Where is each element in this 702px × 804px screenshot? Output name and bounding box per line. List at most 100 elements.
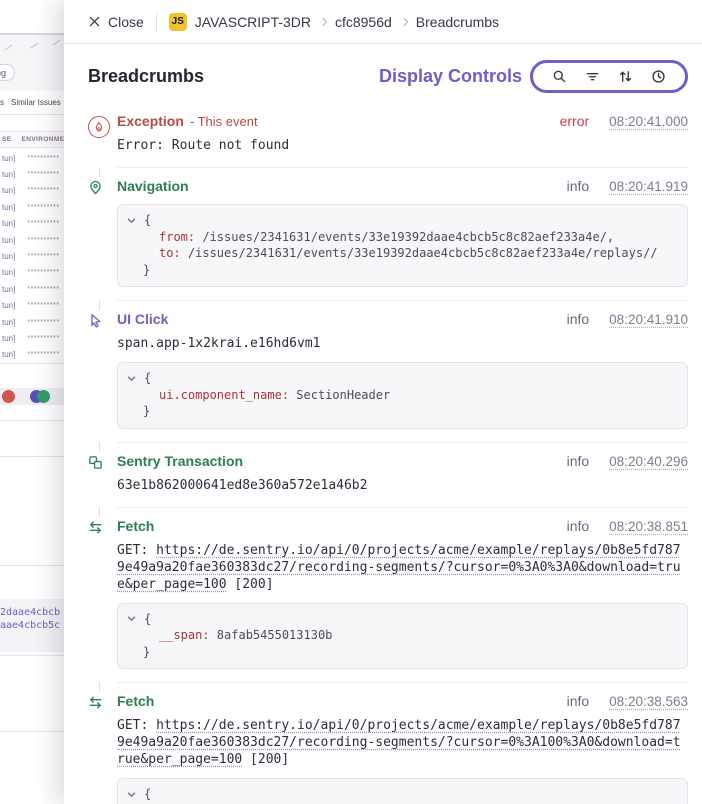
breadcrumb-item-fetch: Fetch info 08:20:38.563 GET: https://de.… bbox=[88, 682, 688, 804]
close-icon bbox=[89, 16, 100, 27]
background-table-rows: tun] ********** tun] ********** tun] ******… bbox=[0, 150, 70, 363]
ongoing-badge[interactable]: ngoing bbox=[0, 64, 16, 81]
panel-title-row: Breadcrumbs Display Controls bbox=[88, 60, 688, 93]
breadcrumb-item-transaction: Sentry Transaction info 08:20:40.296 63e… bbox=[88, 441, 688, 507]
project-platform-badge: JS bbox=[168, 12, 187, 31]
timestamp[interactable]: 08:20:41.000 bbox=[609, 114, 688, 129]
crumb-request: GET: https://de.sentry.io/api/0/projects… bbox=[117, 542, 688, 593]
cursor-icon bbox=[91, 314, 101, 328]
link-fragment[interactable]: 2daae4cbcb bbox=[0, 607, 61, 618]
filter-button[interactable] bbox=[580, 64, 606, 90]
chevron-down-icon bbox=[127, 218, 136, 223]
level-badge: info bbox=[566, 311, 590, 327]
timestamp[interactable]: 08:20:41.919 bbox=[609, 179, 688, 194]
close-button[interactable]: Close bbox=[88, 14, 144, 30]
code-close-brace: } bbox=[143, 262, 151, 277]
crumb-code-block: { __span: a95dc31a837c0691 } bbox=[117, 778, 688, 804]
code-key: ui.component_name: bbox=[159, 387, 290, 402]
divider bbox=[0, 731, 70, 732]
expand-toggle[interactable] bbox=[126, 613, 137, 624]
timestamp[interactable]: 08:20:40.296 bbox=[609, 453, 688, 469]
chevron-down-icon bbox=[127, 792, 136, 797]
crumb-description: Error: Route not found bbox=[117, 138, 290, 153]
code-close-brace: } bbox=[143, 644, 151, 659]
chevron-right-icon bbox=[399, 17, 409, 26]
expand-toggle[interactable] bbox=[126, 373, 137, 384]
table-row: tun] ********** bbox=[2, 170, 60, 180]
crumb-title: UI Click bbox=[117, 311, 169, 327]
fetch-arrows-icon bbox=[89, 696, 102, 709]
code-value: SectionHeader bbox=[289, 387, 391, 402]
code-open-brace: { bbox=[144, 611, 152, 626]
code-open-brace: { bbox=[144, 787, 152, 801]
request-url[interactable]: https://de.sentry.io/api/0/projects/acme… bbox=[117, 542, 681, 592]
level-badge: info bbox=[566, 178, 590, 194]
breadcrumb: JS JAVASCRIPT-3DR cfc8956d Breadcrumbs bbox=[168, 12, 500, 31]
code-value: /issues/2341631/events/33e19392daae4cbcb… bbox=[195, 229, 615, 244]
tab-similar-issues[interactable]: Similar Issues bbox=[11, 98, 61, 107]
exception-badge bbox=[88, 116, 110, 138]
spans-icon bbox=[89, 455, 102, 469]
crumb-description: 63e1b862000641ed8e360a572e1a46b2 bbox=[117, 477, 368, 493]
display-controls-annotation: Display Controls bbox=[378, 66, 522, 86]
breadcrumb-section: Breadcrumbs bbox=[415, 13, 500, 30]
panel-body: Breadcrumbs Display Controls bbox=[64, 44, 702, 804]
link-fragment[interactable]: aae4cbcb5c bbox=[0, 620, 61, 631]
breadcrumb-project[interactable]: JAVASCRIPT-3DR bbox=[194, 13, 311, 30]
breadcrumbs-drawer: Close JS JAVASCRIPT-3DR cfc8956d Breadcr… bbox=[64, 0, 702, 804]
fetch-arrows-icon bbox=[89, 521, 102, 533]
crumb-title: Fetch bbox=[117, 693, 155, 709]
table-row: tun] ********** bbox=[2, 301, 60, 311]
divider bbox=[0, 420, 70, 421]
table-row: tun] ********** bbox=[2, 350, 60, 360]
code-open-brace: { bbox=[144, 371, 152, 385]
timestamp[interactable]: 08:20:38.851 bbox=[609, 518, 688, 534]
request-method: GET: bbox=[117, 718, 157, 733]
level-badge: error bbox=[559, 113, 590, 129]
crumb-title: Sentry Transaction bbox=[117, 452, 244, 469]
timestamp[interactable]: 08:20:41.910 bbox=[609, 312, 688, 327]
chevron-down-icon bbox=[127, 376, 136, 381]
table-row: tun] ********** bbox=[2, 252, 60, 262]
divider bbox=[0, 565, 70, 566]
code-key: __span: bbox=[159, 628, 210, 642]
background-chart bbox=[0, 33, 70, 91]
background-table-header: SE ENVIRONMENT U bbox=[0, 131, 89, 148]
divider bbox=[0, 363, 70, 364]
table-row: tun] ********** bbox=[2, 235, 60, 245]
crumb-code-block: { __span: 8afab5455013130b } bbox=[117, 602, 688, 669]
sort-button[interactable] bbox=[613, 64, 639, 90]
background-tabs: s Similar Issues Replays bbox=[0, 98, 97, 107]
time-button[interactable] bbox=[646, 64, 672, 90]
tab-fragment[interactable]: s bbox=[0, 98, 4, 107]
background-link-block: 2daae4cbcb aae4cbcb5c bbox=[0, 599, 70, 652]
timestamp[interactable]: 08:20:38.563 bbox=[609, 694, 688, 709]
code-open-brace: { bbox=[144, 213, 152, 227]
crumb-description: span.app-1x2krai.e16hd6vm1 bbox=[117, 336, 321, 351]
request-url[interactable]: https://de.sentry.io/api/0/projects/acme… bbox=[117, 718, 681, 767]
expand-toggle[interactable] bbox=[126, 789, 137, 800]
divider bbox=[0, 114, 70, 115]
col-release: SE bbox=[2, 136, 12, 143]
code-close-brace: } bbox=[143, 404, 151, 418]
col-environment: ENVIRONMENT bbox=[21, 136, 74, 143]
close-label: Close bbox=[108, 13, 144, 30]
breadcrumb-item-exception: Exception - This event error 08:20:41.00… bbox=[88, 103, 688, 167]
expand-toggle[interactable] bbox=[126, 215, 137, 226]
table-row: tun] ********** bbox=[2, 317, 60, 327]
code-key: from: bbox=[159, 229, 196, 244]
chevron-right-icon bbox=[318, 17, 328, 26]
code-value: 8afab5455013130b bbox=[209, 628, 333, 642]
breadcrumb-item-navigation: Navigation info 08:20:41.919 { from: /is… bbox=[88, 167, 688, 300]
level-badge: info bbox=[566, 452, 590, 469]
table-row: tun] ********** bbox=[2, 186, 60, 196]
breadcrumbs-list: Exception - This event error 08:20:41.00… bbox=[88, 103, 688, 804]
request-status: [200] bbox=[242, 752, 290, 767]
request-method: GET: bbox=[117, 542, 157, 558]
search-icon bbox=[553, 70, 566, 83]
breadcrumb-event-id[interactable]: cfc8956d bbox=[334, 13, 392, 30]
header-divider bbox=[155, 12, 157, 31]
search-button[interactable] bbox=[547, 64, 573, 90]
map-pin-icon bbox=[90, 180, 101, 195]
display-controls-group bbox=[530, 60, 688, 93]
